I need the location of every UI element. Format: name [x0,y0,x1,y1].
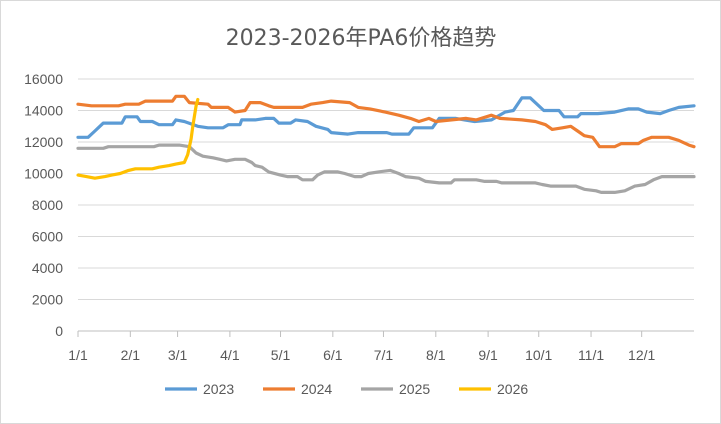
x-tick-label: 4/1 [220,347,240,363]
x-tick-label: 9/1 [478,347,498,363]
legend-item-2025: 2025 [361,381,430,397]
chart-title: 2023-2026年PA6价格趋势 [226,26,497,51]
series-line-2026 [76,97,200,180]
x-tick-label: 2/1 [121,347,141,363]
x-tick-label: 7/1 [374,347,394,363]
legend-label: 2024 [301,381,332,397]
x-tick-label: 6/1 [323,347,343,363]
series-lines [76,94,696,194]
y-tick-label: 6000 [32,229,63,245]
x-tick-label: 11/1 [578,347,604,363]
legend-label: 2026 [497,381,528,397]
y-tick-label: 10000 [24,166,63,182]
legend-item-2024: 2024 [263,381,332,397]
x-tick-label: 8/1 [426,347,446,363]
axes: 0 2000 4000 6000 8000 10000 12000 14000 16000 1/1… [24,71,694,363]
x-tick-label: 5/1 [271,347,291,363]
legend-item-2023: 2023 [165,381,234,397]
y-tick-label: 14000 [24,103,63,119]
x-tick-label: 10/1 [525,347,552,363]
x-tick-label: 3/1 [168,347,188,363]
legend-label: 2025 [399,381,430,397]
y-tick-label: 2000 [32,292,63,308]
y-tick-label: 4000 [32,260,63,276]
series-line-2024 [76,94,696,149]
x-tick-label: 12/1 [628,347,655,363]
series-line-2025 [76,143,696,194]
y-tick-label: 12000 [24,134,63,150]
legend-label: 2023 [203,381,234,397]
x-tick-label: 1/1 [68,347,88,363]
y-tick-label: 8000 [32,197,63,213]
legend-item-2026: 2026 [459,381,528,397]
y-tick-label: 0 [55,323,63,339]
series-line-2023 [76,96,696,139]
legend: 2023 2024 2025 2026 [165,381,528,397]
gridlines [78,78,694,300]
y-tick-label: 16000 [24,71,63,87]
